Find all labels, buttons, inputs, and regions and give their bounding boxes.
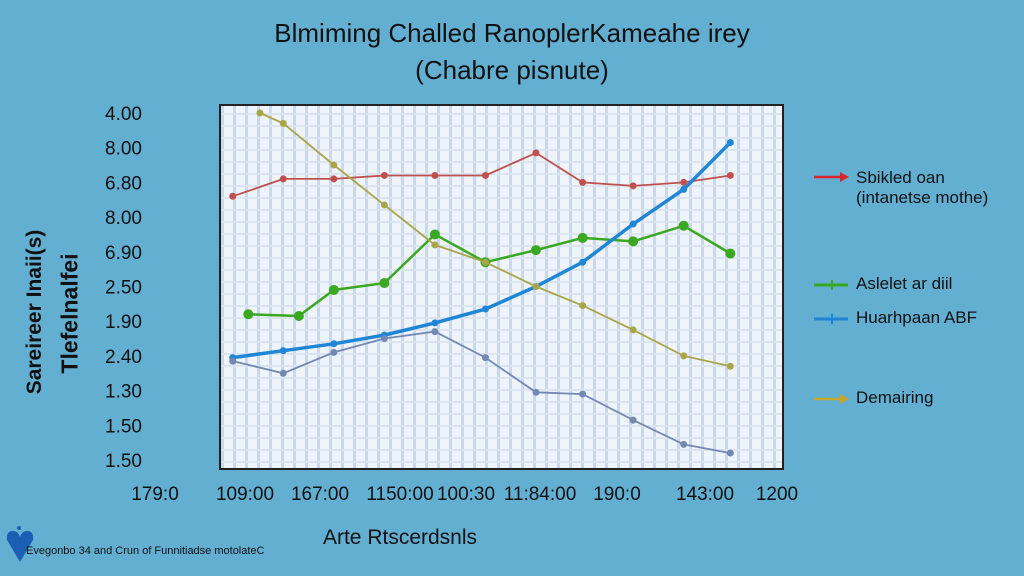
data-point xyxy=(678,220,689,231)
data-point xyxy=(579,390,587,398)
x-tick-label: 1150:00 xyxy=(366,484,433,505)
data-point xyxy=(293,310,304,321)
y-tick-label: 6.90 xyxy=(105,243,142,264)
data-point xyxy=(380,171,388,179)
y-tick-label: 2.40 xyxy=(105,347,142,368)
data-point xyxy=(680,352,688,360)
y-tick-label: 1.50 xyxy=(105,416,142,437)
data-point xyxy=(530,245,541,256)
data-point xyxy=(579,178,587,186)
data-point xyxy=(330,340,338,348)
data-point xyxy=(628,236,639,247)
data-point xyxy=(431,171,439,179)
data-point xyxy=(243,309,254,320)
data-point xyxy=(380,201,388,209)
data-point xyxy=(279,369,287,377)
y-axis-label-inner: Tlefelnalfei xyxy=(56,253,83,374)
x-tick-label: 100:30 xyxy=(437,484,495,505)
y-axis-label-outer: Sareireer Inaii(s) xyxy=(23,229,46,395)
data-point xyxy=(328,284,339,295)
legend-label: Aslelet ar diil xyxy=(856,274,953,293)
line-marker-icon xyxy=(814,280,848,290)
y-tick-label: 4.00 xyxy=(105,104,142,125)
data-point xyxy=(429,229,440,240)
legend-item-olive: Demairing xyxy=(812,388,933,408)
data-point xyxy=(481,258,489,266)
legend-label: Sbikled oan (intanetse mothe) xyxy=(856,168,989,207)
data-point xyxy=(330,161,338,169)
data-point xyxy=(680,178,688,186)
data-point xyxy=(431,319,439,327)
data-point xyxy=(680,185,688,193)
data-point xyxy=(431,241,439,249)
data-point xyxy=(279,347,287,355)
data-point xyxy=(379,278,390,289)
x-axis-label: Arte Rtscerdsnls xyxy=(322,526,478,549)
data-point xyxy=(256,109,264,117)
y-tick-label: 1.50 xyxy=(105,451,142,472)
x-tick-label: 179:0 xyxy=(131,484,179,505)
y-tick-label: 8.00 xyxy=(105,208,142,229)
data-point xyxy=(229,357,237,365)
x-tick-label: 143:00 xyxy=(676,484,734,505)
footer-text: Evegonbo 34 and Crun of Funnitiadse moto… xyxy=(26,545,265,557)
data-point xyxy=(532,283,540,290)
x-tick-label: 167:00 xyxy=(291,484,349,505)
legend-item-blue: Huarhpaan ABF xyxy=(812,308,977,328)
data-point xyxy=(532,149,540,157)
data-point xyxy=(279,175,287,183)
data-point xyxy=(431,328,439,336)
y-tick-label: 6.80 xyxy=(105,173,142,194)
x-tick-label: 1200 xyxy=(756,484,798,505)
data-point xyxy=(725,248,736,259)
x-tick-label: 11:84:00 xyxy=(504,484,577,505)
chart-title: Blmiming Challed RanoplerKameahe irey xyxy=(274,18,750,48)
legend-item-red: Sbikled oan (intanetse mothe) xyxy=(812,168,1006,208)
x-tick-label: 109:00 xyxy=(216,484,274,505)
data-point xyxy=(629,416,637,424)
data-point xyxy=(380,335,388,343)
data-point xyxy=(532,388,540,396)
data-point xyxy=(481,354,489,362)
data-point xyxy=(279,119,287,127)
x-tick-label: 190:0 xyxy=(593,484,641,505)
data-point xyxy=(577,232,588,243)
y-tick-label: 1.90 xyxy=(105,312,142,333)
data-point xyxy=(629,220,637,228)
legend-item-green: Aslelet ar diil xyxy=(812,274,952,294)
y-tick-label: 8.00 xyxy=(105,139,142,160)
plot-area xyxy=(219,104,784,470)
data-point xyxy=(229,192,237,200)
data-point xyxy=(726,362,734,370)
legend-label: Huarhpaan ABF xyxy=(856,308,977,327)
data-point xyxy=(481,171,489,179)
data-point xyxy=(726,449,734,457)
data-point xyxy=(481,305,489,313)
blue-heart-logo-icon xyxy=(6,526,34,562)
line-marker-icon xyxy=(814,314,848,324)
arrow-icon xyxy=(814,394,849,404)
arrow-icon xyxy=(814,172,849,182)
y-tick-label: 1.30 xyxy=(105,382,142,403)
data-point xyxy=(330,175,338,183)
data-point xyxy=(726,171,734,179)
legend-label: Demairing xyxy=(856,388,934,407)
data-point xyxy=(629,326,637,334)
data-point xyxy=(726,138,734,146)
data-point xyxy=(680,440,688,448)
y-tick-label: 2.50 xyxy=(105,278,142,299)
data-point xyxy=(579,302,587,310)
chart-subtitle: (Chabre pisnute) xyxy=(415,55,609,85)
data-point xyxy=(579,258,587,266)
data-point xyxy=(330,348,338,356)
data-point xyxy=(629,182,637,190)
